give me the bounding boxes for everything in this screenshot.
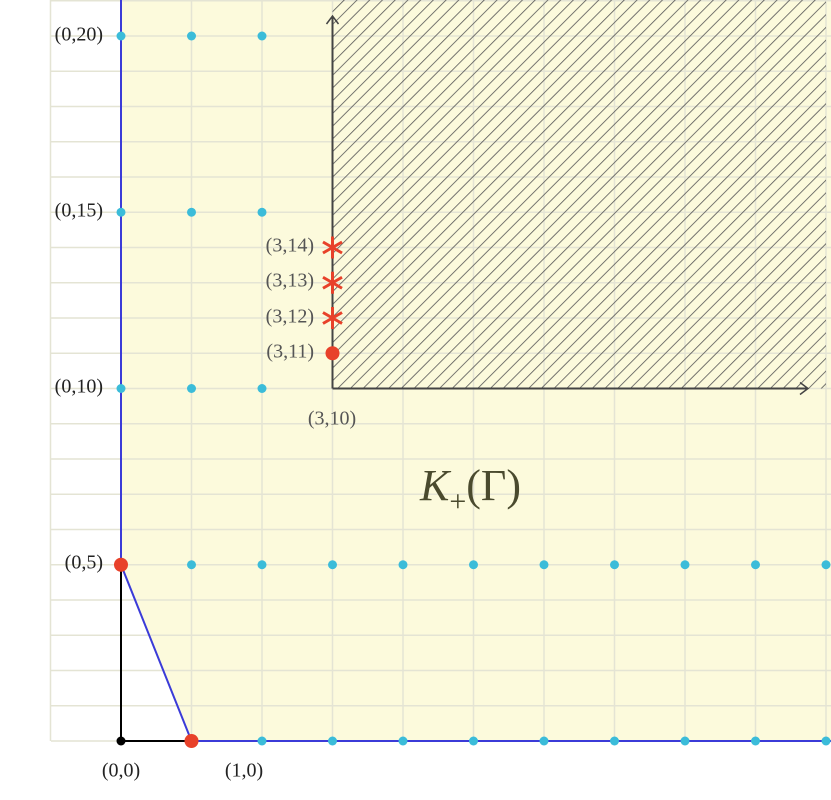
lattice-point [328, 560, 337, 570]
hatch-region [332, 0, 826, 389]
label: (3,14) [266, 235, 314, 257]
lattice-point [187, 207, 196, 217]
lattice-point [328, 736, 337, 746]
origin-point [116, 736, 126, 746]
lattice-point [539, 736, 549, 746]
boundary [120, 0, 831, 742]
label: (3,12) [266, 306, 314, 328]
marks [114, 0, 831, 748]
lattice-point [257, 736, 267, 746]
generator-point [184, 734, 199, 748]
lattice-point [116, 31, 126, 41]
lattice-point [751, 560, 760, 570]
label: (0,15) [55, 200, 103, 222]
symbol: K [419, 461, 452, 510]
lattice-point [257, 207, 267, 217]
lattice-point [680, 736, 690, 746]
arrow [325, 14, 340, 25]
generator-point [325, 346, 340, 361]
lattice-point [469, 736, 478, 746]
label: (0,10) [55, 376, 103, 398]
label: (3,11) [266, 341, 314, 363]
lattice-point [610, 560, 619, 570]
lattice-point [116, 384, 126, 393]
lattice-point [257, 31, 267, 41]
lattice-point [539, 560, 549, 570]
lattice-point [187, 31, 196, 41]
argument: (Γ) [466, 461, 521, 510]
lattice-point [257, 384, 267, 393]
arrow [799, 381, 810, 396]
generator-point [114, 557, 128, 572]
label: (0,0) [102, 760, 140, 782]
lattice-point [751, 736, 760, 746]
label: (0,5) [65, 552, 103, 574]
region-label: K+(Γ) [419, 461, 521, 518]
subscript: + [449, 485, 466, 518]
label: (3,10) [308, 408, 356, 430]
star-point [322, 307, 343, 329]
lattice-point [610, 736, 619, 746]
lattice-point [398, 560, 408, 570]
lattice-point [257, 560, 267, 570]
lattice-point [469, 560, 478, 570]
lattice-point [821, 736, 831, 746]
lattice-point [116, 207, 126, 217]
star-point [322, 271, 343, 294]
lattice-point [187, 560, 196, 570]
lattice-point [398, 736, 408, 746]
lattice-point [821, 560, 831, 570]
lattice-point [680, 560, 690, 570]
label: (1,0) [225, 760, 263, 782]
lattice-point [187, 384, 196, 393]
star-point [322, 236, 343, 259]
label: (0,20) [55, 24, 103, 46]
label: (3,13) [266, 270, 314, 292]
